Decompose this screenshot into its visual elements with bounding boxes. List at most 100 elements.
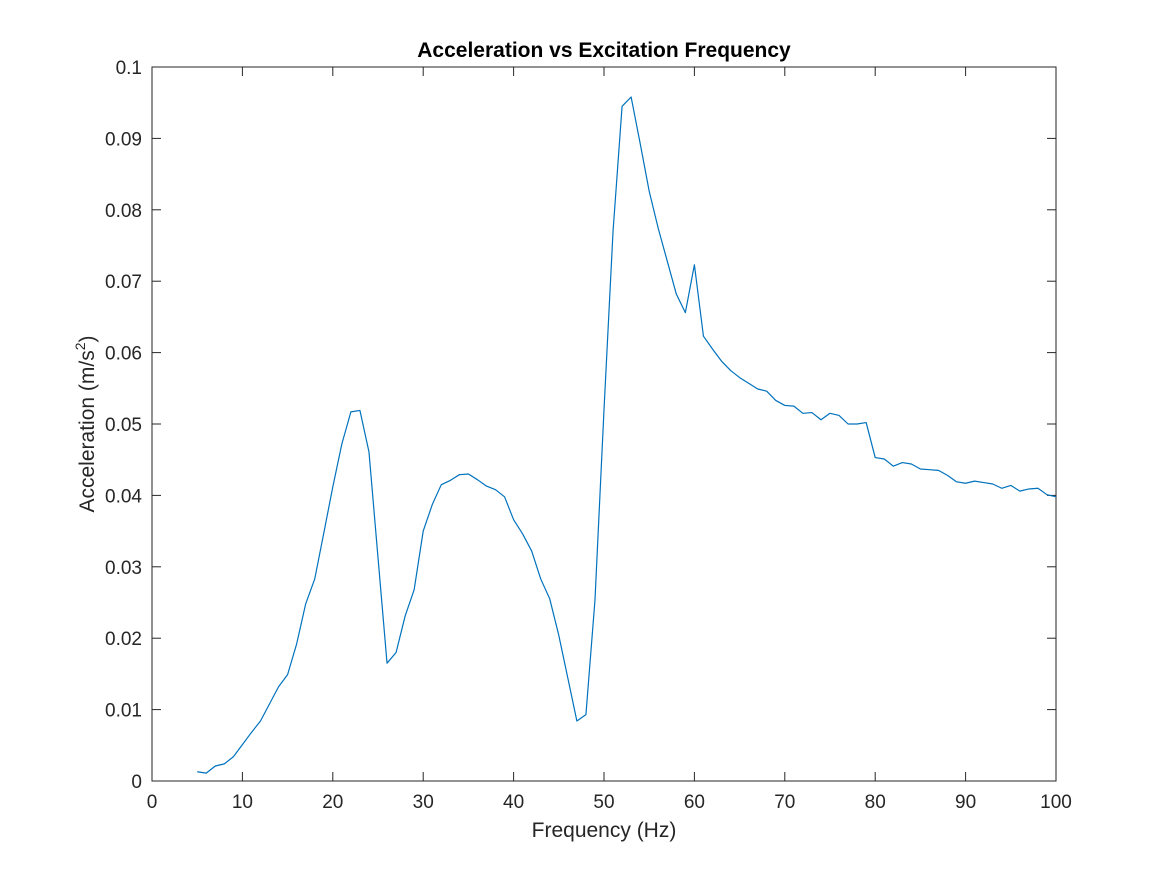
y-tick-label: 0 [131,772,142,793]
x-tick-label: 90 [955,792,976,813]
x-tick-label: 100 [1040,792,1072,813]
data-point [938,470,939,471]
y-tick-label: 0.04 [105,486,142,507]
data-point [1028,488,1029,489]
data-point [576,720,577,721]
data-point [667,261,668,262]
data-point [441,484,442,485]
data-point [649,191,650,192]
data-point [612,231,613,232]
y-tick-label: 0.08 [105,201,142,222]
data-point [296,643,297,644]
data-point [260,720,261,721]
data-point [793,406,794,407]
data-point [567,678,568,679]
data-point [730,370,731,371]
data-point [395,652,396,653]
x-tick-label: 10 [232,792,253,813]
data-point [640,143,641,144]
y-tick-label: 0.09 [105,129,142,150]
data-point [377,557,378,558]
data-point [531,550,532,551]
data-point [712,348,713,349]
data-point [866,422,867,423]
data-point [242,744,243,745]
data-point [920,468,921,469]
data-point [251,732,252,733]
data-point [947,475,948,476]
y-tick-label: 0.01 [105,701,142,722]
data-point [748,383,749,384]
data-point [287,674,288,675]
data-point [829,413,830,414]
y-tick-label: 0.1 [116,58,142,79]
data-point [594,600,595,601]
data-point [585,714,586,715]
data-point [359,410,360,411]
data-point [423,531,424,532]
x-tick-label: 0 [147,792,158,813]
data-point [929,469,930,470]
data-point [468,473,469,474]
data-point [811,412,812,413]
data-point [893,466,894,467]
data-point [549,598,550,599]
data-point [368,451,369,452]
data-point [495,489,496,490]
data-point [992,483,993,484]
data-point [206,773,207,774]
data-point [694,264,695,265]
data-point [621,106,622,107]
data-point [269,703,270,704]
data-point [386,663,387,664]
x-tick-label: 20 [322,792,343,813]
x-tick-label: 70 [774,792,795,813]
x-tick-label: 30 [413,792,434,813]
data-point [197,771,198,772]
data-point [278,686,279,687]
y-tick-label: 0.05 [105,415,142,436]
data-point [1037,488,1038,489]
data-point [875,457,876,458]
y-axis-label-superscript: 2 [72,342,88,350]
data-point [350,411,351,412]
data-point [305,603,306,604]
data-point [432,504,433,505]
data-point [504,496,505,497]
data-point [1046,494,1047,495]
data-point [477,479,478,480]
data-point [766,391,767,392]
data-point [215,765,216,766]
data-point [540,578,541,579]
x-tick-label: 60 [684,792,705,813]
data-point [965,483,966,484]
chart-title: Acceleration vs Excitation Frequency [417,39,791,62]
y-axis-label-text: Acceleration (m/s [76,350,99,512]
x-tick-label: 80 [865,792,886,813]
plot-area: 0 10 20 30 40 50 60 70 80 90 100 0 0.01 0.02 0.03 0.04 0… [105,58,1072,813]
x-tick-label: 40 [503,792,524,813]
data-point [332,486,333,487]
y-tick-label: 0.02 [105,629,142,650]
data-point [802,413,803,414]
data-point [513,519,514,520]
data-point [603,409,604,410]
data-point [558,635,559,636]
y-tick-label: 0.03 [105,558,142,579]
data-point [323,533,324,534]
data-point [857,423,858,424]
data-point [757,388,758,389]
data-point [884,458,885,459]
data-point [838,415,839,416]
data-point [450,480,451,481]
y-axis-label-suffix: ) [76,335,99,342]
data-point [224,763,225,764]
data-point [676,293,677,294]
data-point [820,419,821,420]
data-point [341,443,342,444]
data-point [956,481,957,482]
data-point [784,405,785,406]
data-point [983,482,984,483]
data-point [486,486,487,487]
